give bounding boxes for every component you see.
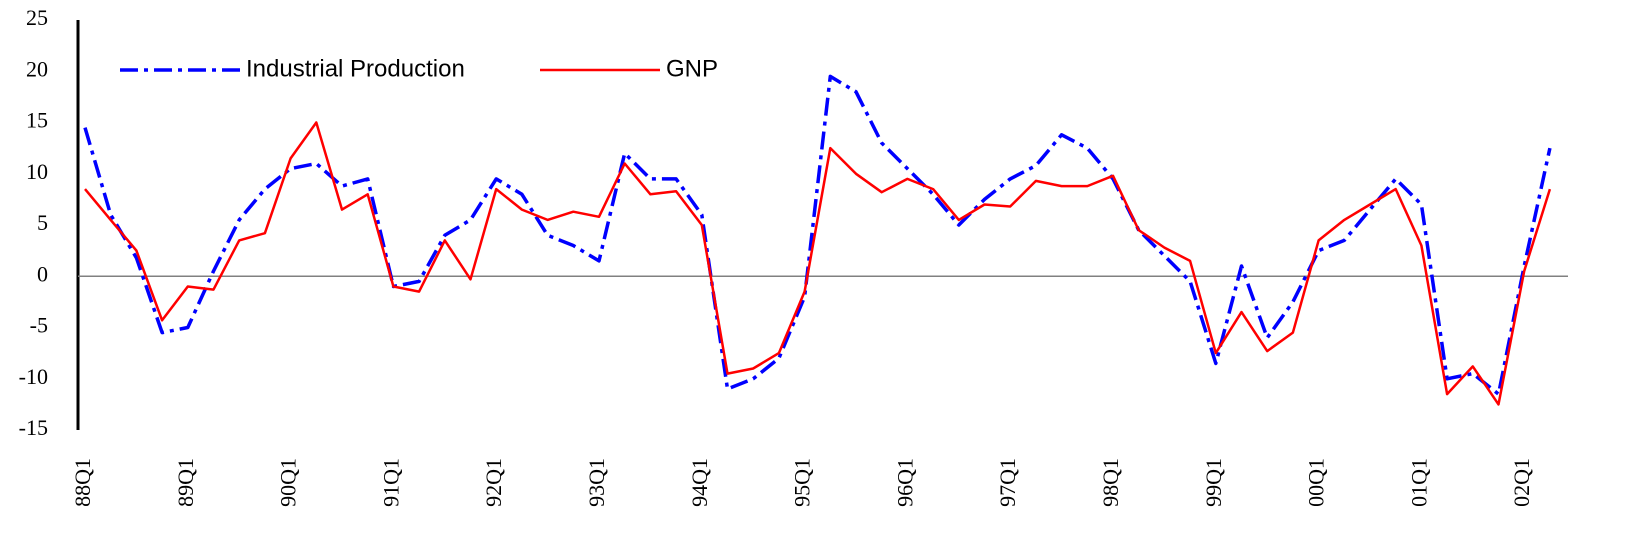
series-line <box>83 74 1552 396</box>
x-tick-label: 95Q1 <box>790 458 815 507</box>
x-tick-label: 88Q1 <box>70 458 95 507</box>
y-tick-label: 25 <box>26 5 48 30</box>
x-tick-label: 93Q1 <box>584 458 609 507</box>
x-tick-label: 97Q1 <box>995 458 1020 507</box>
x-tick-label: 92Q1 <box>481 458 506 507</box>
x-tick-label: 01Q1 <box>1406 458 1431 507</box>
x-tick-label: 99Q1 <box>1201 458 1226 507</box>
x-tick-label: 94Q1 <box>687 458 712 507</box>
x-tick-label: 00Q1 <box>1304 458 1329 507</box>
x-tick-label: 90Q1 <box>276 458 301 507</box>
y-tick-label: -15 <box>19 415 48 440</box>
y-tick-label: 5 <box>37 210 48 235</box>
legend-label: Industrial Production <box>246 55 465 82</box>
y-tick-label: 0 <box>37 261 48 286</box>
y-tick-label: 10 <box>26 159 48 184</box>
y-tick-label: -5 <box>30 313 48 338</box>
x-tick-label: 89Q1 <box>173 458 198 507</box>
x-tick-label: 96Q1 <box>892 458 917 507</box>
x-tick-label: 91Q1 <box>378 458 403 507</box>
x-tick-label: 98Q1 <box>1098 458 1123 507</box>
legend-label: GNP <box>666 55 718 82</box>
series-line <box>84 121 1552 406</box>
y-tick-label: 15 <box>26 108 48 133</box>
y-tick-label: -10 <box>19 364 48 389</box>
x-tick-label: 02Q1 <box>1509 458 1534 507</box>
y-tick-label: 20 <box>26 56 48 81</box>
